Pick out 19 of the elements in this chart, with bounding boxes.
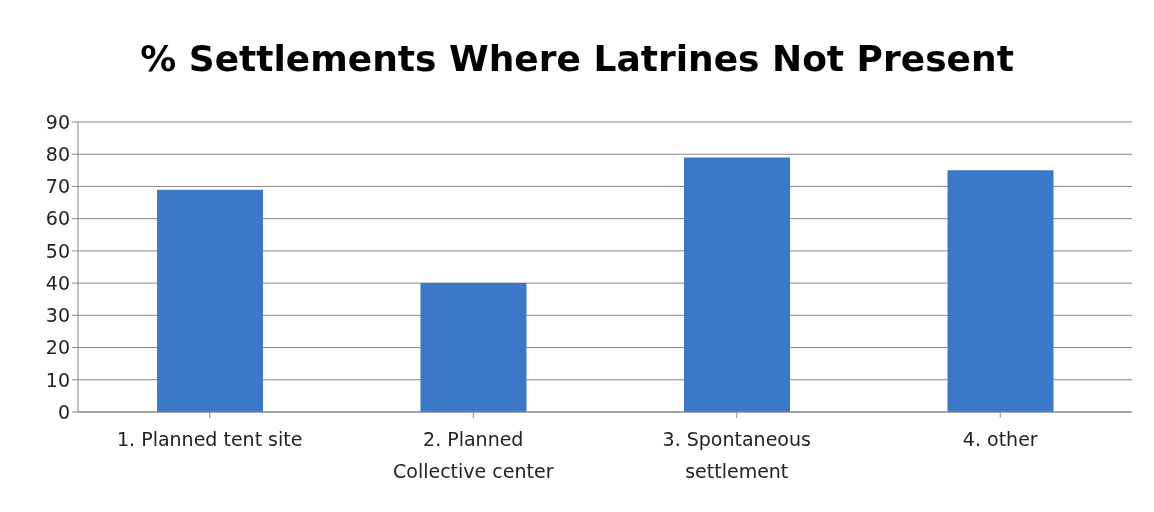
bar — [947, 170, 1054, 412]
x-tick-label: 1. Planned tent site — [117, 428, 303, 450]
bar — [420, 283, 527, 412]
y-tick-label: 0 — [57, 400, 70, 423]
chart-title: % Settlements Where Latrines Not Present — [139, 37, 1015, 81]
y-tick-label: 30 — [45, 304, 70, 327]
y-tick-label: 10 — [45, 368, 70, 391]
y-tick-label: 80 — [45, 142, 70, 165]
y-tick-label: 50 — [45, 239, 70, 262]
bar — [684, 157, 790, 412]
bar — [157, 189, 263, 412]
y-tick-label: 40 — [45, 271, 70, 294]
x-tick-label: 4. other — [962, 428, 1038, 450]
x-tick-label: 3. Spontaneous settlement — [662, 428, 811, 482]
x-tick-label: 2. Planned Collective center — [393, 428, 554, 482]
y-tick-label: 20 — [45, 336, 70, 359]
y-tick-label: 70 — [45, 175, 70, 198]
y-tick-label: 90 — [45, 110, 70, 133]
y-tick-label: 60 — [45, 207, 70, 230]
